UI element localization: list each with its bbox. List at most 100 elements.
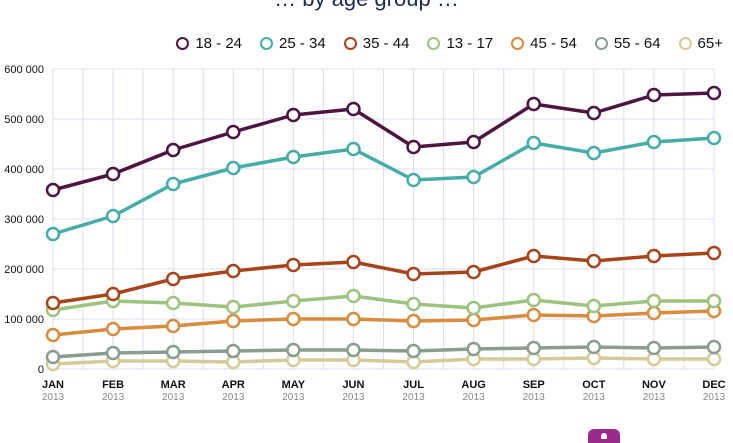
series-line bbox=[52, 294, 714, 312]
data-point bbox=[646, 340, 662, 356]
data-point bbox=[586, 105, 602, 121]
data-point bbox=[105, 286, 121, 302]
x-tick-sublabel: 2013 bbox=[463, 392, 486, 403]
data-point bbox=[706, 293, 722, 309]
data-point bbox=[526, 135, 541, 151]
series-line bbox=[52, 309, 715, 337]
x-tick-sublabel: 2013 bbox=[162, 392, 185, 403]
x-tick-sublabel: 2013 bbox=[583, 392, 606, 403]
data-point bbox=[646, 248, 662, 264]
data-point bbox=[45, 226, 61, 242]
legend-marker-icon bbox=[260, 37, 274, 50]
legend-item[interactable]: 13 - 17 bbox=[427, 35, 493, 52]
legend-item[interactable]: 25 - 34 bbox=[260, 35, 326, 52]
legend-item[interactable]: 55 - 64 bbox=[594, 35, 661, 52]
legend-item[interactable]: 65+ bbox=[678, 35, 723, 52]
data-point bbox=[286, 293, 301, 309]
data-point bbox=[406, 313, 421, 329]
legend-item[interactable]: 35 - 44 bbox=[343, 35, 410, 52]
x-tick-sublabel: 2013 bbox=[222, 392, 245, 403]
x-tick-label: SEP bbox=[523, 379, 545, 391]
data-point bbox=[346, 254, 361, 270]
legend-item[interactable]: 45 - 54 bbox=[511, 35, 577, 52]
legend-marker-icon bbox=[594, 37, 608, 50]
x-tick-sublabel: 2013 bbox=[703, 392, 726, 403]
data-point bbox=[706, 339, 722, 355]
series-line bbox=[52, 136, 715, 236]
data-point bbox=[406, 296, 421, 312]
data-point bbox=[586, 339, 602, 355]
data-point bbox=[105, 321, 121, 337]
x-tick-sublabel: 2013 bbox=[282, 392, 305, 403]
data-point bbox=[706, 245, 722, 261]
data-point bbox=[346, 288, 361, 304]
legend-marker-icon bbox=[511, 37, 525, 50]
data-point bbox=[406, 172, 421, 188]
legend-label: 18 - 24 bbox=[195, 35, 243, 52]
data-point bbox=[466, 300, 481, 316]
x-tick-label: AUG bbox=[461, 379, 485, 391]
series-line bbox=[52, 91, 715, 192]
data-point bbox=[646, 134, 662, 150]
data-point bbox=[406, 343, 421, 359]
legend-label: 13 - 17 bbox=[446, 35, 494, 52]
data-point bbox=[346, 311, 361, 327]
data-point bbox=[466, 134, 481, 150]
data-point bbox=[226, 343, 241, 359]
series-line bbox=[52, 345, 715, 359]
data-point bbox=[526, 292, 541, 308]
legend-label: 25 - 34 bbox=[279, 35, 326, 52]
data-point bbox=[466, 264, 481, 280]
data-point bbox=[226, 263, 241, 279]
x-tick-label: MAR bbox=[161, 379, 186, 391]
y-tick-label: 100 000 bbox=[4, 314, 44, 326]
data-point bbox=[346, 342, 361, 358]
data-point bbox=[165, 295, 181, 311]
legend-marker-icon bbox=[343, 37, 357, 50]
data-point bbox=[45, 295, 61, 311]
x-tick-label: DEC bbox=[702, 379, 725, 391]
data-point bbox=[466, 169, 481, 185]
x-tick-label: JUN bbox=[342, 379, 364, 391]
x-tick-sublabel: 2013 bbox=[42, 392, 65, 403]
data-point bbox=[286, 257, 301, 273]
x-tick-sublabel: 2013 bbox=[523, 392, 546, 403]
data-point bbox=[105, 345, 121, 361]
legend-marker-icon bbox=[176, 37, 190, 50]
data-point bbox=[526, 96, 541, 112]
data-point bbox=[586, 145, 602, 161]
x-tick-sublabel: 2013 bbox=[402, 392, 425, 403]
legend-marker-icon bbox=[427, 37, 441, 50]
data-point bbox=[466, 312, 481, 328]
data-point bbox=[286, 107, 301, 123]
data-point bbox=[45, 349, 61, 365]
x-tick-sublabel: 2013 bbox=[643, 392, 666, 403]
legend-marker-icon bbox=[678, 37, 692, 50]
data-point bbox=[346, 101, 361, 117]
y-tick-label: 500 000 bbox=[4, 114, 44, 126]
x-tick-sublabel: 2013 bbox=[342, 392, 365, 403]
x-tick-label: APR bbox=[222, 379, 245, 391]
data-point bbox=[706, 85, 722, 101]
y-tick-label: 200 000 bbox=[4, 264, 44, 276]
legend-label: 35 - 44 bbox=[362, 35, 410, 52]
y-tick-label: 600 000 bbox=[4, 64, 44, 76]
data-point bbox=[165, 318, 181, 334]
data-point bbox=[165, 176, 181, 192]
x-tick-label: NOV bbox=[642, 379, 667, 391]
legend-label: 65+ bbox=[697, 35, 723, 52]
data-point bbox=[226, 124, 241, 140]
data-point bbox=[586, 253, 602, 269]
data-point bbox=[406, 266, 421, 282]
data-point bbox=[646, 293, 662, 309]
x-tick-label: JUL bbox=[403, 379, 424, 391]
x-tick-label: JAN bbox=[42, 379, 64, 391]
legend-item[interactable]: 18 - 24 bbox=[176, 35, 242, 52]
data-point bbox=[646, 87, 662, 103]
scroll-to-top-button[interactable] bbox=[588, 429, 620, 443]
x-tick-sublabel: 2013 bbox=[102, 392, 125, 403]
legend-label: 55 - 64 bbox=[613, 35, 661, 52]
x-tick-label: MAY bbox=[282, 379, 306, 391]
data-point bbox=[286, 311, 301, 327]
data-point bbox=[706, 351, 722, 367]
